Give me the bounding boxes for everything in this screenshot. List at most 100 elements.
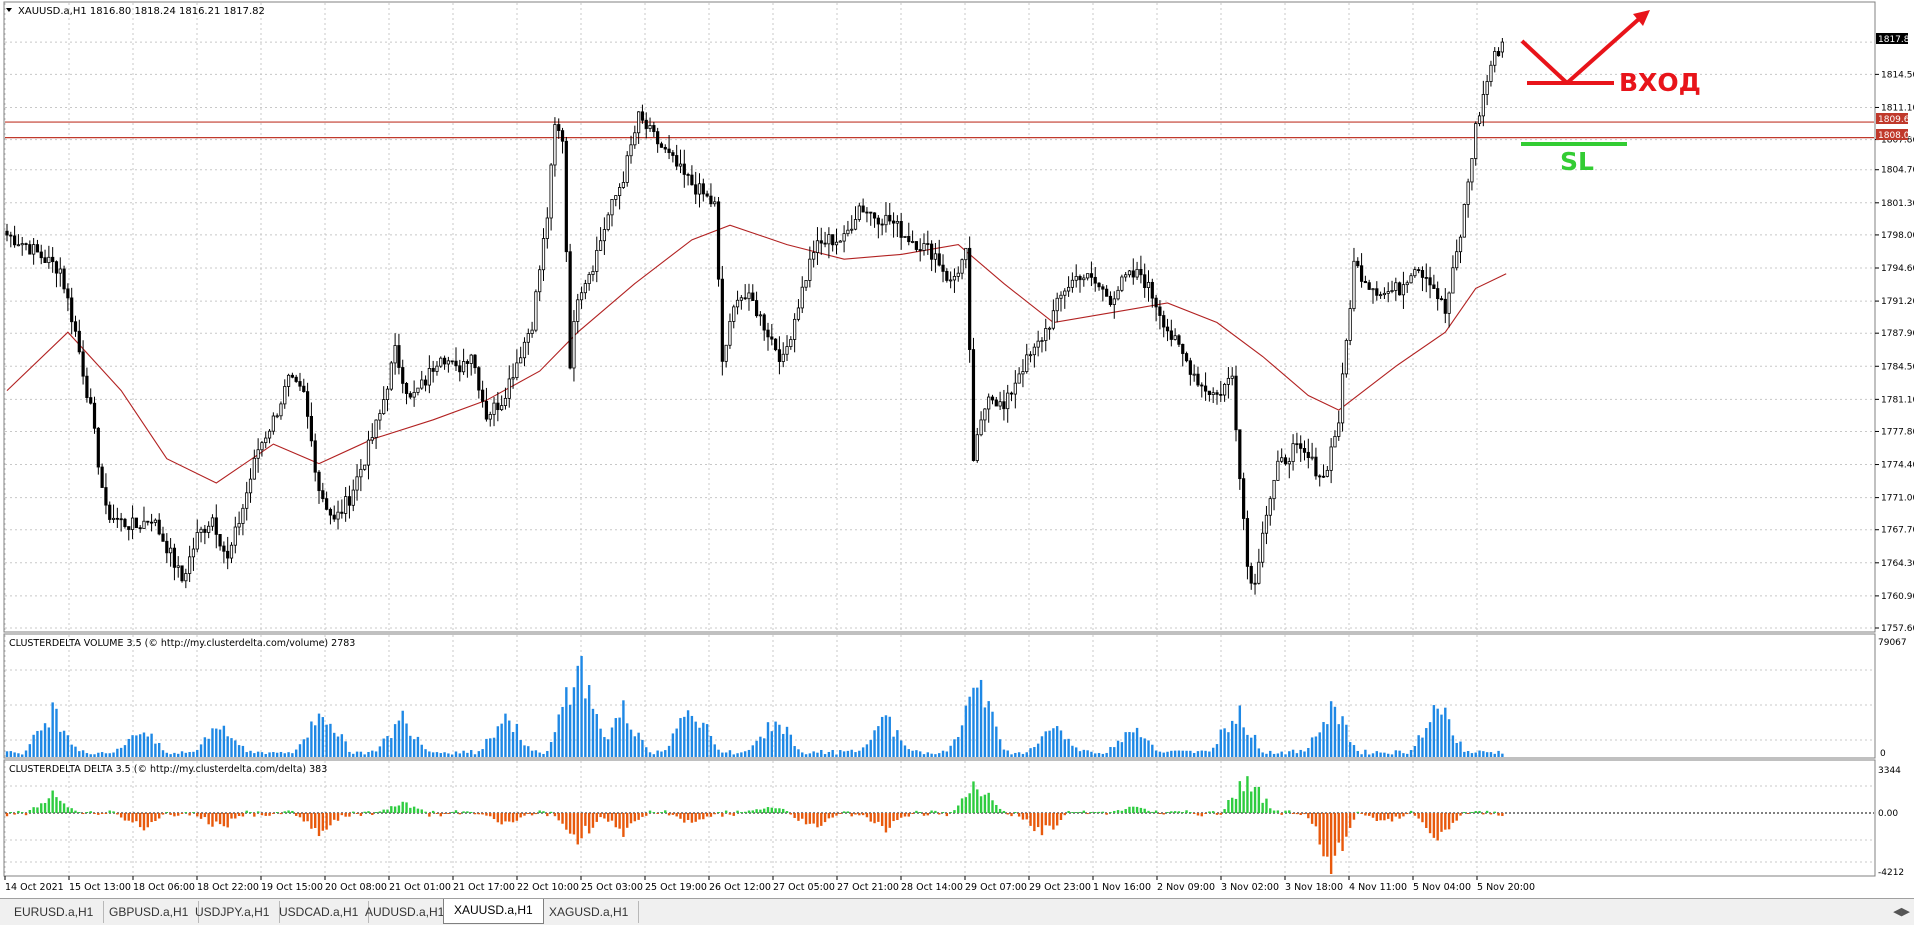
- delta-bar: [256, 811, 260, 813]
- delta-bar: [690, 813, 694, 823]
- candle-body: [385, 388, 390, 400]
- volume-bar: [1185, 750, 1188, 757]
- delta-bar: [62, 803, 66, 813]
- volume-bar: [979, 679, 983, 757]
- delta-bar: [523, 813, 526, 816]
- candle-body: [656, 131, 660, 145]
- tab-usdcad-a-h1[interactable]: USDCAD.a,H1: [269, 901, 370, 923]
- delta-bar: [515, 813, 519, 821]
- volume-bar: [196, 749, 199, 757]
- tab-scroll-arrows-icon[interactable]: ◀▶: [1893, 905, 1910, 918]
- tab-audusd-a-h1[interactable]: AUDUSD.a,H1: [355, 901, 456, 923]
- volume-bar: [158, 742, 161, 757]
- dropdown-triangle-icon[interactable]: [6, 8, 12, 12]
- entry-arrow-head-icon: [1633, 10, 1650, 26]
- volume-bar: [869, 739, 872, 757]
- volume-bar: [1204, 750, 1207, 757]
- tab-xauusd-a-h1[interactable]: XAUUSD.a,H1: [443, 899, 544, 924]
- delta-bar: [964, 797, 968, 813]
- candle-body: [633, 132, 637, 146]
- volume-bar: [116, 748, 119, 757]
- delta-bar: [443, 813, 446, 814]
- delta-bar: [203, 813, 207, 818]
- delta-bar: [1265, 798, 1268, 813]
- delta-bar: [823, 813, 827, 823]
- candle-body: [1409, 275, 1413, 284]
- horizontal-levels[interactable]: [5, 121, 1874, 139]
- candle-body: [876, 217, 880, 225]
- delta-bar: [957, 805, 960, 813]
- delta-bar: [850, 813, 853, 817]
- delta-bar: [1432, 813, 1436, 838]
- delta-bar: [424, 811, 427, 813]
- volume-bar: [28, 744, 32, 757]
- volume-bar: [59, 731, 62, 757]
- volume-bar: [743, 751, 747, 757]
- delta-bar: [386, 809, 389, 813]
- candle-body: [1127, 270, 1132, 276]
- volume-bar: [1493, 753, 1496, 757]
- volume-bar: [1425, 728, 1428, 757]
- delta-bar: [1470, 812, 1474, 813]
- candle-body: [184, 573, 188, 582]
- delta-bar: [1428, 813, 1432, 834]
- volume-bar: [1269, 750, 1272, 757]
- candle-body: [1413, 269, 1417, 277]
- candle-body: [930, 243, 934, 260]
- candle-body: [245, 492, 249, 509]
- chart-window[interactable]: 1814.50 1811.10 1807.80 1804.70 1801.30 1798.…: [0, 0, 1914, 898]
- volume-bar: [1116, 740, 1120, 757]
- candle-body: [1181, 343, 1185, 354]
- volume-bar: [865, 744, 869, 757]
- volume-bar: [991, 711, 994, 757]
- delta-bar: [458, 813, 461, 815]
- tab-usdjpy-a-h1[interactable]: USDJPY.a,H1: [185, 901, 281, 923]
- delta-bar: [1501, 813, 1504, 816]
- delta-bar: [363, 811, 366, 813]
- candle-body: [979, 419, 983, 436]
- candle-body: [583, 283, 587, 294]
- delta-bar: [492, 813, 496, 820]
- volume-bar: [428, 751, 431, 757]
- volume-bar: [1234, 723, 1238, 757]
- delta-bar: [329, 813, 332, 826]
- delta-bar: [13, 813, 16, 815]
- candle-body: [1272, 479, 1276, 500]
- delta-bar: [1451, 813, 1455, 823]
- volume-bar: [66, 735, 70, 757]
- volume-bar: [1242, 727, 1245, 757]
- delta-panel-frame: [3, 759, 1876, 877]
- volume-bar: [264, 753, 267, 757]
- volume-bar: [24, 750, 28, 757]
- tab-xagusd-a-h1[interactable]: XAGUSD.a,H1: [539, 901, 640, 923]
- time-tick-label: 28 Oct 14:00: [901, 882, 963, 893]
- volume-bar: [1166, 751, 1169, 757]
- candle-body: [32, 244, 36, 255]
- chart-canvas[interactable]: 1814.50 1811.10 1807.80 1804.70 1801.30 1798.…: [0, 0, 1914, 898]
- candle-body: [538, 269, 542, 293]
- candle-body: [941, 264, 945, 272]
- delta-bar: [991, 800, 994, 813]
- candle-body: [1192, 373, 1196, 376]
- tab-gbpusd-a-h1[interactable]: GBPUSD.a,H1: [99, 901, 200, 923]
- delta-bar: [568, 813, 572, 834]
- volume-bar: [321, 717, 325, 757]
- volume-bar: [17, 753, 20, 757]
- candle-body: [888, 214, 892, 222]
- volume-panel-frame: [3, 633, 1876, 759]
- delta-bar: [1497, 813, 1500, 816]
- tab-eurusd-a-h1[interactable]: EURUSD.a,H1: [4, 901, 105, 923]
- volume-bar: [401, 710, 404, 757]
- volume-bar: [378, 746, 382, 757]
- candle-body: [416, 387, 420, 393]
- candle-body: [644, 119, 648, 129]
- candle-body: [188, 556, 192, 574]
- delta-bar: [1154, 810, 1158, 813]
- candle-body: [754, 300, 759, 317]
- delta-bar: [1272, 810, 1276, 813]
- volume-bars: [5, 655, 1504, 757]
- delta-bar: [667, 813, 671, 816]
- volume-bar: [812, 751, 815, 757]
- candle-body: [994, 399, 998, 407]
- volume-bar: [721, 752, 724, 757]
